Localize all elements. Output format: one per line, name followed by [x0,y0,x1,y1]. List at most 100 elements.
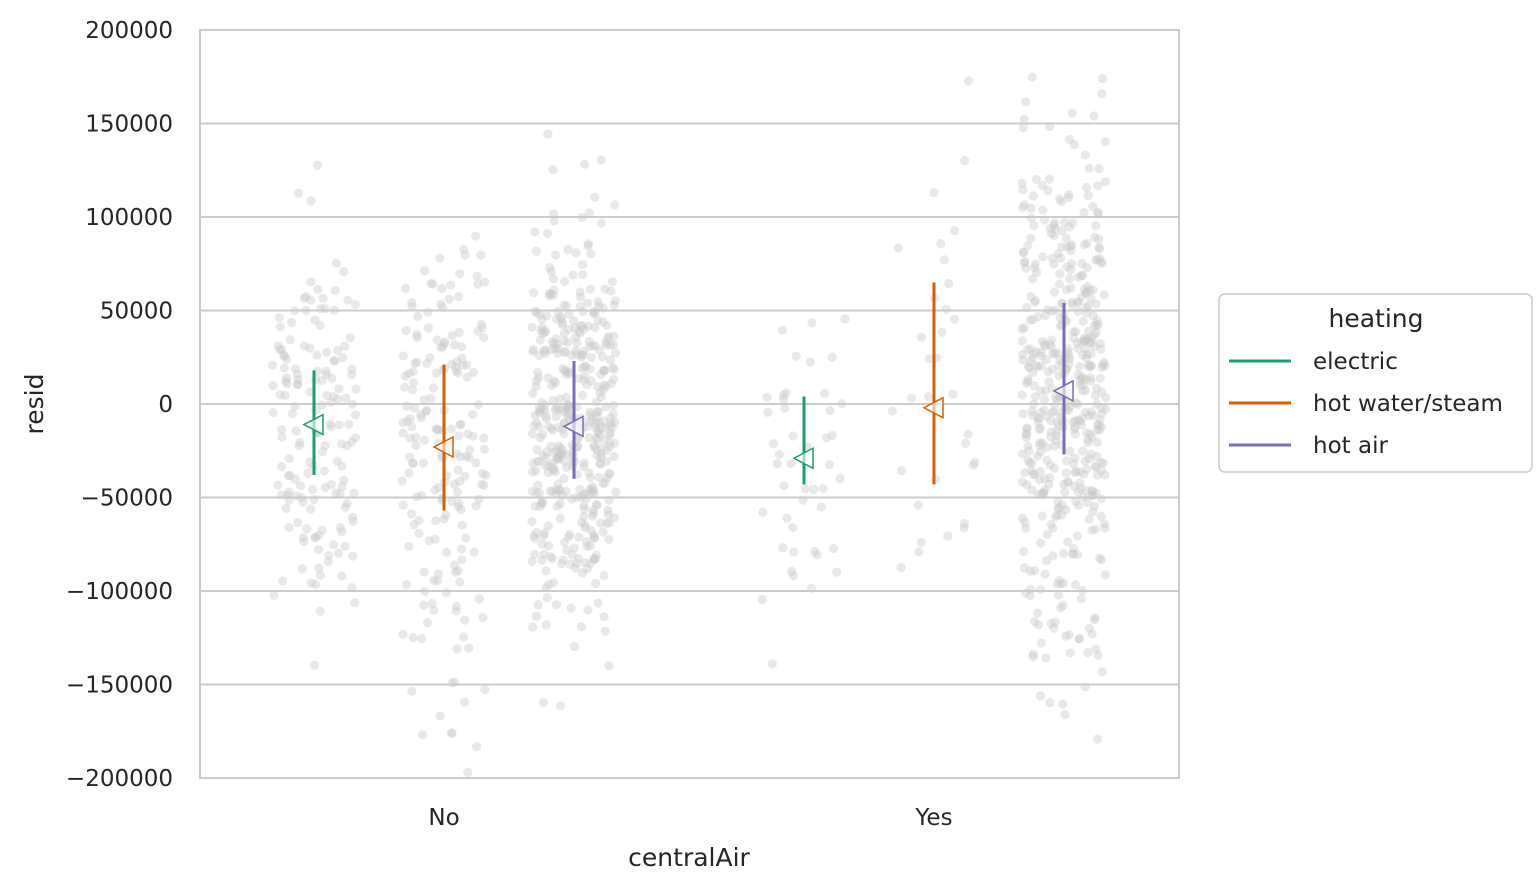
jitter-point [317,400,327,410]
jitter-point [296,493,307,503]
jitter-point [1051,392,1061,402]
jitter-point [279,351,289,361]
jitter-point [1096,465,1106,476]
jitter-point [588,530,599,540]
jitter-point [573,442,583,452]
jitter-point [535,310,545,320]
jitter-point [1056,579,1066,589]
jitter-point [537,539,547,549]
jitter-point [812,550,822,560]
jitter-point [1089,614,1100,625]
jitter-point [1018,449,1028,459]
jitter-point [326,479,336,490]
jitter-point [1065,241,1076,251]
jitter-point [585,541,595,551]
jitter-point [293,374,303,384]
jitter-point [809,484,819,494]
jitter-point [539,528,550,538]
jitter-point [1019,114,1029,124]
jitter-point [410,403,420,413]
y-tick-label: −50000 [81,486,173,512]
jitter-point [407,686,417,696]
jitter-point [1092,424,1102,435]
jitter-point [798,495,808,505]
jitter-point [1076,292,1087,302]
jitter-point [577,390,588,400]
jitter-point [1070,429,1080,439]
jitter-point [1037,438,1048,448]
jitter-point [1084,337,1095,348]
jitter-point [609,331,619,341]
jitter-points [268,72,1111,777]
jitter-point [534,488,545,498]
jitter-point [342,498,352,509]
jitter-point [1083,438,1093,448]
jitter-point [583,298,593,308]
jitter-point [1017,390,1027,400]
jitter-point [411,492,422,502]
jitter-point [452,357,462,367]
jitter-point [1078,316,1088,326]
jitter-point [1093,734,1103,744]
jitter-point [585,364,595,374]
jitter-point [541,583,551,593]
jitter-point [537,314,547,324]
jitter-point [593,297,603,307]
jitter-point [1073,297,1083,307]
jitter-point [1022,429,1032,439]
jitter-point [1091,644,1101,654]
jitter-point [315,570,325,580]
jitter-point [1097,387,1107,397]
jitter-point [1094,242,1104,252]
jitter-point [1064,359,1074,369]
jitter-point [1064,222,1075,232]
jitter-point [536,498,547,508]
jitter-point [468,409,478,419]
jitter-point [1069,481,1079,491]
jitter-point [453,566,463,576]
jitter-point [424,536,434,546]
jitter-point [277,432,287,442]
jitter-point [554,485,564,496]
jitter-point [575,484,585,495]
jitter-point [1100,523,1110,533]
jitter-point [480,277,490,287]
jitter-point [1023,374,1033,385]
jitter-point [778,394,789,404]
jitter-point [299,293,309,303]
jitter-point [1078,350,1088,360]
jitter-point [329,540,339,550]
jitter-point [281,503,291,513]
jitter-point [599,366,609,376]
jitter-point [1036,638,1046,648]
y-tick-label: 50000 [100,299,173,325]
jitter-point [277,462,287,472]
jitter-point [541,566,551,576]
jitter-point [1017,336,1027,346]
jitter-point [602,320,612,331]
jitter-point [318,447,328,457]
jitter-point [584,208,594,218]
jitter-point [563,532,574,542]
jitter-point [598,527,608,537]
jitter-point [1050,617,1060,627]
jitter-point [561,369,571,379]
jitter-point [1018,409,1028,419]
jitter-point [297,564,307,574]
jitter-point [1054,361,1064,371]
jitter-point [1070,453,1080,463]
jitter-point [532,456,542,467]
jitter-point [463,767,473,777]
jitter-point [1033,489,1043,499]
jitter-point [527,467,538,477]
jitter-point [560,346,570,357]
jitter-point [594,301,604,311]
jitter-point [481,470,491,480]
jitter-point [1089,501,1100,511]
jitter-point [550,467,560,477]
jitter-point [400,382,410,392]
y-tick-label: −200000 [66,766,173,792]
jitter-point [460,697,470,707]
jitter-point [1017,324,1027,334]
jitter-point [1064,190,1074,200]
